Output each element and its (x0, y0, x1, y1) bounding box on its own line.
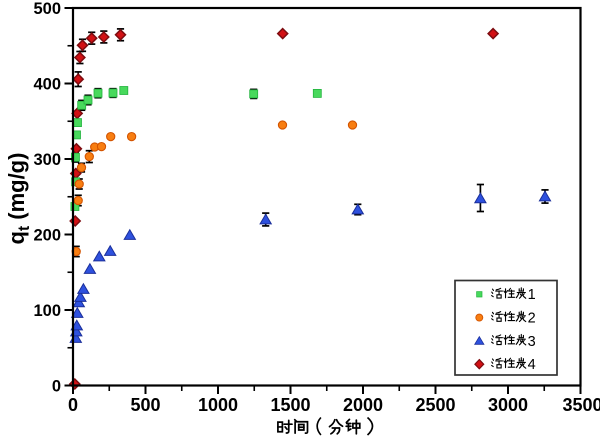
svg-text:200: 200 (33, 226, 61, 244)
svg-text:1500: 1500 (270, 395, 310, 415)
svg-text:300: 300 (33, 151, 61, 169)
svg-text:1: 1 (528, 287, 536, 303)
svg-text:500: 500 (130, 395, 160, 415)
svg-text:400: 400 (33, 75, 61, 93)
svg-text:0: 0 (68, 395, 78, 415)
svg-text:2000: 2000 (343, 395, 383, 415)
svg-text:2: 2 (528, 311, 536, 327)
svg-text:0: 0 (52, 377, 61, 395)
svg-text:3: 3 (528, 334, 536, 350)
svg-text:3500: 3500 (562, 395, 600, 415)
svg-text:4: 4 (528, 357, 536, 373)
svg-text:3000: 3000 (488, 395, 528, 415)
svg-text:1000: 1000 (198, 395, 238, 415)
svg-text:qt (mg/g): qt (mg/g) (4, 153, 33, 245)
svg-text:500: 500 (33, 0, 61, 18)
svg-text:2500: 2500 (415, 395, 455, 415)
svg-text:100: 100 (33, 302, 61, 320)
